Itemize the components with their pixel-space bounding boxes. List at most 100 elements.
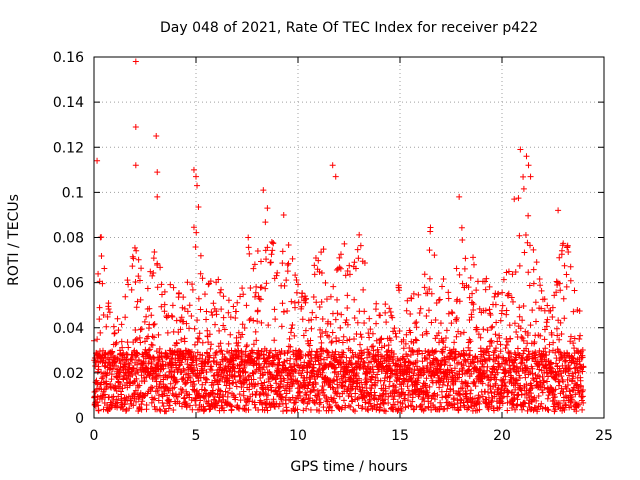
data-point — [100, 311, 107, 318]
data-point — [119, 344, 126, 351]
data-point — [279, 260, 286, 267]
data-point — [123, 406, 130, 413]
data-point — [313, 314, 320, 321]
data-point — [380, 364, 387, 371]
data-point — [557, 287, 564, 294]
data-point — [381, 342, 388, 349]
data-point — [284, 308, 291, 315]
data-point — [302, 293, 309, 300]
data-point — [283, 277, 290, 284]
data-point — [579, 368, 586, 375]
y-tick-label: 0.14 — [53, 95, 84, 111]
data-point — [253, 337, 260, 344]
data-point — [115, 327, 122, 334]
data-points — [91, 58, 587, 415]
data-point — [144, 285, 151, 292]
data-point — [444, 382, 451, 389]
data-point — [566, 388, 573, 395]
data-point — [535, 392, 542, 399]
data-point — [443, 327, 450, 334]
data-point — [579, 393, 586, 400]
data-point — [254, 318, 261, 325]
data-point — [170, 349, 177, 356]
data-point — [342, 272, 349, 279]
data-point — [205, 398, 212, 405]
data-point — [283, 390, 290, 397]
data-point — [99, 359, 106, 366]
data-point — [567, 277, 574, 284]
data-point — [400, 336, 407, 343]
data-point — [534, 406, 541, 413]
data-point — [136, 382, 143, 389]
data-point — [134, 350, 141, 357]
data-point — [188, 397, 195, 404]
data-point — [520, 337, 527, 344]
data-point — [502, 345, 509, 352]
data-point — [520, 185, 527, 192]
data-point — [264, 407, 271, 414]
data-point — [164, 353, 171, 360]
data-point — [516, 372, 523, 379]
data-point — [271, 306, 278, 313]
data-point — [544, 395, 551, 402]
data-point — [491, 293, 498, 300]
data-point — [109, 365, 116, 372]
data-point — [572, 391, 579, 398]
data-point — [348, 398, 355, 405]
data-point — [130, 402, 137, 409]
data-point — [367, 400, 374, 407]
data-point — [505, 349, 512, 356]
data-point — [356, 231, 363, 238]
data-point — [98, 375, 105, 382]
data-point — [239, 331, 246, 338]
data-point — [442, 344, 449, 351]
data-point — [220, 322, 227, 329]
data-point — [556, 254, 563, 261]
data-point — [570, 373, 577, 380]
data-point — [272, 316, 279, 323]
data-point — [117, 360, 124, 367]
data-point — [386, 378, 393, 385]
data-point — [154, 169, 161, 176]
data-point — [508, 405, 515, 412]
data-point — [525, 269, 532, 276]
data-point — [560, 295, 567, 302]
data-point — [555, 348, 562, 355]
data-point — [449, 373, 456, 380]
data-point — [513, 364, 520, 371]
data-point — [233, 308, 240, 315]
data-point — [289, 348, 296, 355]
data-point — [183, 320, 190, 327]
data-point — [522, 231, 529, 238]
data-point — [436, 296, 443, 303]
data-point — [113, 362, 120, 369]
data-point — [297, 361, 304, 368]
data-point — [341, 383, 348, 390]
data-point — [199, 381, 206, 388]
data-point — [551, 292, 558, 299]
data-point — [375, 349, 382, 356]
data-point — [388, 347, 395, 354]
data-point — [569, 375, 576, 382]
data-point — [460, 347, 467, 354]
data-point — [475, 331, 482, 338]
data-point — [252, 381, 259, 388]
data-point — [396, 328, 403, 335]
data-point — [572, 364, 579, 371]
data-point — [487, 399, 494, 406]
data-point — [527, 322, 534, 329]
data-point — [252, 289, 259, 296]
data-point — [374, 371, 381, 378]
data-point — [344, 321, 351, 328]
data-point — [310, 384, 317, 391]
data-point — [361, 319, 368, 326]
data-point — [284, 379, 291, 386]
data-point — [107, 383, 114, 390]
data-point — [560, 378, 567, 385]
data-point — [161, 308, 168, 315]
data-point — [154, 284, 161, 291]
data-point — [205, 281, 212, 288]
data-point — [118, 338, 125, 345]
data-point — [223, 368, 230, 375]
data-point — [240, 291, 247, 298]
